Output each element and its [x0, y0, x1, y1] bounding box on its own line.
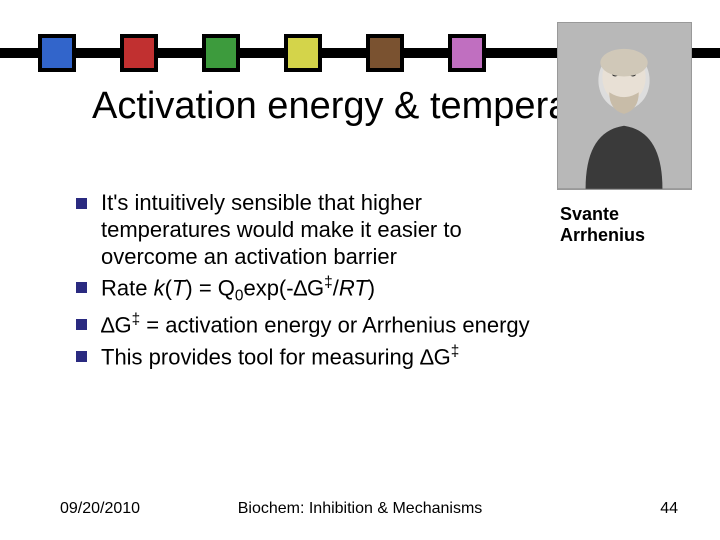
footer: 09/20/2010 Biochem: Inhibition & Mechani…	[0, 500, 720, 518]
portrait-placeholder-svg	[558, 23, 691, 189]
decor-square-3	[202, 34, 240, 72]
portrait-caption: Svante Arrhenius	[560, 204, 690, 245]
bullet-text: This provides tool for measuring ∆G‡	[101, 343, 536, 371]
decor-square-6	[448, 34, 486, 72]
bullet-text: ∆G‡ = activation energy or Arrhenius ene…	[101, 311, 536, 339]
portrait-image	[557, 22, 692, 190]
footer-page: 44	[660, 500, 678, 518]
bullet-item: ∆G‡ = activation energy or Arrhenius ene…	[76, 311, 536, 339]
bullet-text: It's intuitively sensible that higher te…	[101, 190, 536, 270]
bullet-item: This provides tool for measuring ∆G‡	[76, 343, 536, 371]
decor-square-2	[120, 34, 158, 72]
footer-center: Biochem: Inhibition & Mechanisms	[238, 500, 483, 518]
bullet-marker-icon	[76, 282, 87, 293]
footer-date: 09/20/2010	[60, 500, 140, 518]
bullet-text: Rate k(T) = Q0exp(-∆G‡/RT)	[101, 274, 536, 307]
decor-square-4	[284, 34, 322, 72]
bullet-marker-icon	[76, 319, 87, 330]
bullet-list: It's intuitively sensible that higher te…	[76, 190, 536, 375]
slide-title: Activation energy & temperature	[92, 86, 635, 128]
bullet-marker-icon	[76, 351, 87, 362]
bullet-marker-icon	[76, 198, 87, 209]
decor-square-1	[38, 34, 76, 72]
bullet-item: Rate k(T) = Q0exp(-∆G‡/RT)	[76, 274, 536, 307]
bullet-item: It's intuitively sensible that higher te…	[76, 190, 536, 270]
decor-square-5	[366, 34, 404, 72]
